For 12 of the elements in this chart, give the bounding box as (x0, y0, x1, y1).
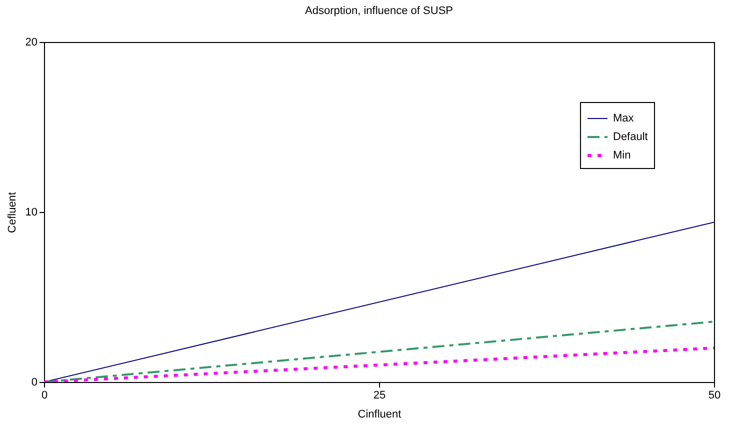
legend-label: Min (613, 150, 631, 162)
y-axis-title: Cefluent (6, 192, 18, 233)
y-tick-label: 20 (25, 36, 38, 48)
x-tick-label: 0 (41, 390, 48, 402)
x-axis-title: Cinfluent (358, 408, 402, 420)
legend-label: Default (613, 131, 648, 143)
legend-label: Max (613, 112, 634, 124)
y-tick-label: 10 (25, 206, 38, 218)
x-tick-label: 50 (708, 390, 721, 402)
y-tick-label: 0 (31, 376, 38, 388)
x-tick-label: 25 (373, 390, 386, 402)
chart-title: Adsorption, influence of SUSP (305, 5, 453, 17)
